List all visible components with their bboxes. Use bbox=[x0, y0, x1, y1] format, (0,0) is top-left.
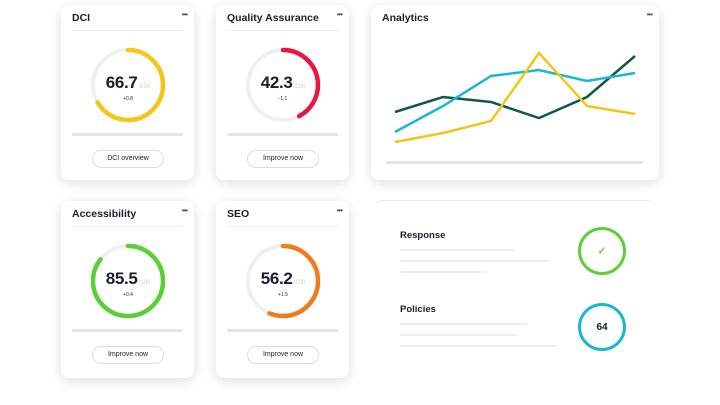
ellipsis-icon[interactable]: ••• bbox=[336, 10, 343, 19]
card-action-button[interactable]: Improve now bbox=[92, 346, 164, 364]
card-title: Quality Assurance bbox=[227, 12, 319, 24]
score-card: SEO ••• 56.2/100 +1.5 Improve now bbox=[216, 201, 349, 378]
score-delta: +1.5 bbox=[278, 292, 288, 298]
analytics-card: Analytics ••• bbox=[371, 5, 659, 180]
score-delta: +0.4 bbox=[123, 292, 133, 298]
score-gauge: 85.5/100 +0.4 bbox=[88, 241, 168, 321]
score-max: /100 bbox=[138, 84, 151, 90]
analytics-bar bbox=[386, 161, 643, 164]
score-value: 85.5 bbox=[105, 269, 138, 288]
summary-panel: Response ✓ Policies 64 bbox=[375, 200, 655, 380]
card-action-button[interactable]: Improve now bbox=[247, 150, 319, 168]
score-max: /100 bbox=[138, 280, 151, 286]
score-gauge: 42.3/100 -1.1 bbox=[243, 45, 323, 125]
score-max: /100 bbox=[293, 280, 306, 286]
score-delta: -1.1 bbox=[278, 96, 288, 102]
score-value: 42.3 bbox=[260, 73, 293, 92]
score-max: /100 bbox=[293, 84, 306, 90]
card-action-button[interactable]: DCI overview bbox=[92, 150, 164, 168]
checkmark-icon: ✓ bbox=[597, 245, 607, 257]
card-title: SEO bbox=[227, 208, 250, 220]
analytics-title: Analytics bbox=[382, 12, 429, 24]
card-title: DCI bbox=[72, 12, 91, 24]
ellipsis-icon[interactable]: ••• bbox=[181, 10, 188, 19]
ellipsis-icon[interactable]: ••• bbox=[336, 206, 343, 215]
policies-count: 64 bbox=[578, 303, 626, 351]
ellipsis-icon[interactable]: ••• bbox=[646, 10, 653, 19]
gauge-arc bbox=[90, 47, 166, 123]
response-status: ✓ bbox=[578, 227, 626, 275]
card-action-button[interactable]: Improve now bbox=[247, 346, 319, 364]
score-card: Quality Assurance ••• 42.3/100 -1.1 Impr… bbox=[216, 5, 349, 180]
score-gauge: 56.2/100 +1.5 bbox=[243, 241, 323, 321]
ellipsis-icon[interactable]: ••• bbox=[181, 206, 188, 215]
analytics-chart bbox=[394, 51, 636, 144]
series-line-0 bbox=[394, 55, 636, 120]
gauge-arc bbox=[245, 243, 321, 319]
score-value: 66.7 bbox=[105, 73, 138, 92]
policies-label: Policies bbox=[400, 304, 436, 315]
response-label: Response bbox=[400, 230, 446, 241]
score-value: 56.2 bbox=[260, 269, 293, 288]
score-card: DCI ••• 66.7/100 +0.8 DCI overview bbox=[61, 5, 194, 180]
score-gauge: 66.7/100 +0.8 bbox=[88, 45, 168, 125]
score-card: Accessibility ••• 85.5/100 +0.4 Improve … bbox=[61, 201, 194, 378]
series-line-2 bbox=[394, 51, 636, 144]
score-delta: +0.8 bbox=[123, 96, 133, 102]
series-line-1 bbox=[394, 68, 636, 134]
gauge-arc bbox=[90, 243, 166, 319]
gauge-arc bbox=[245, 47, 321, 123]
card-title: Accessibility bbox=[72, 208, 137, 220]
